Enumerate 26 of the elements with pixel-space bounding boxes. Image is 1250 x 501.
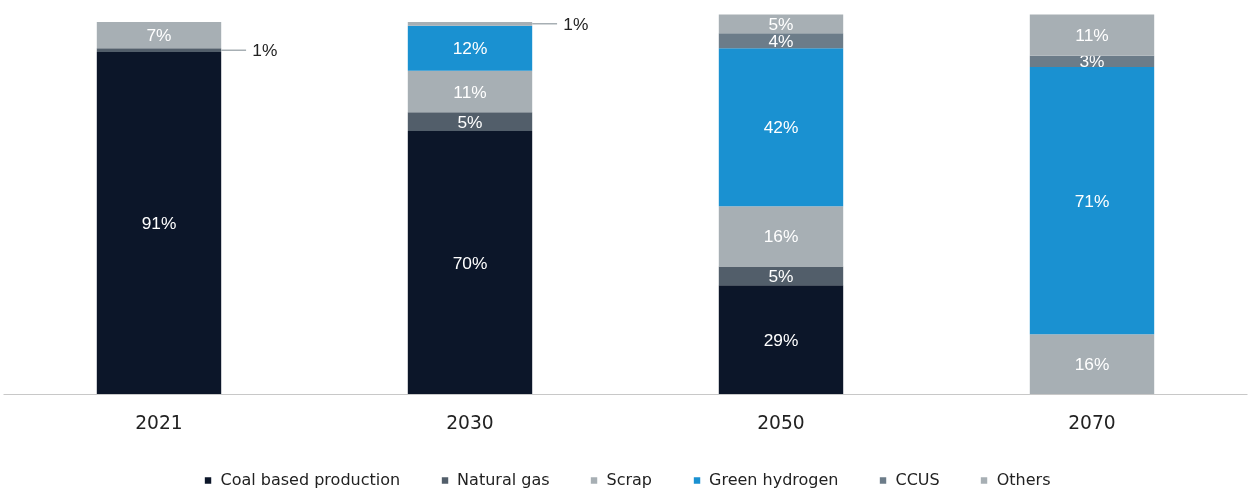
- data-label: 71%: [1074, 190, 1110, 211]
- data-label: 12%: [452, 38, 488, 59]
- data-label: 3%: [1079, 51, 1105, 72]
- data-label: 1%: [252, 40, 278, 61]
- legend-label: Natural gas: [457, 470, 550, 489]
- data-label: 29%: [763, 329, 799, 350]
- data-label: 5%: [768, 265, 794, 286]
- data-label: 1%: [563, 13, 589, 34]
- data-label: 5%: [457, 111, 483, 132]
- data-label: 91%: [141, 213, 177, 234]
- legend-label: Scrap: [606, 470, 653, 489]
- data-label: 16%: [763, 226, 799, 247]
- legend-label: CCUS: [895, 470, 940, 489]
- x-tick-label: 2070: [1068, 411, 1116, 433]
- legend-label: Coal based production: [220, 470, 401, 489]
- data-label: 70%: [452, 252, 488, 273]
- legend-label: Others: [996, 470, 1051, 489]
- data-label: 42%: [763, 117, 799, 138]
- data-label: 7%: [146, 25, 172, 46]
- data-label: 16%: [1074, 354, 1110, 375]
- x-tick-label: 2050: [757, 411, 805, 433]
- x-tick-label: 2021: [135, 411, 183, 433]
- legend-label: Green hydrogen: [709, 470, 839, 489]
- data-label: 11%: [453, 81, 487, 102]
- x-tick-label: 2030: [446, 411, 494, 433]
- data-label: 11%: [1075, 25, 1109, 46]
